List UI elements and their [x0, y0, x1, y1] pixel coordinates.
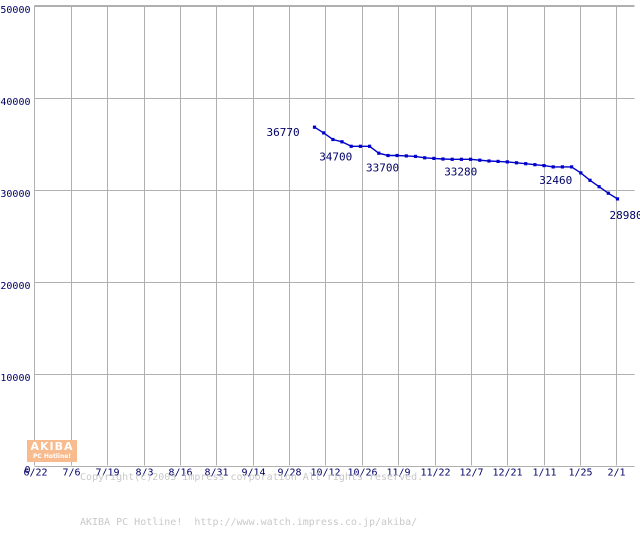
- series-marker: [340, 140, 343, 143]
- series-marker: [414, 155, 417, 158]
- series-marker: [515, 161, 518, 164]
- series-marker: [607, 192, 610, 195]
- series-marker: [386, 154, 389, 157]
- series-marker: [460, 158, 463, 161]
- x-tick-label: 7/6: [62, 468, 80, 479]
- y-tick-label: 50000: [0, 5, 30, 16]
- x-tick-label: 2/1: [607, 468, 625, 479]
- y-tick-label: 20000: [0, 281, 30, 292]
- series-marker: [441, 157, 444, 160]
- series-marker: [616, 197, 619, 200]
- x-tick-label: 10/26: [347, 468, 377, 479]
- series-marker: [552, 165, 555, 168]
- series-marker: [405, 154, 408, 157]
- series-marker: [533, 163, 536, 166]
- data-point-label: 32460: [539, 174, 572, 187]
- series-marker: [579, 171, 582, 174]
- series-marker: [487, 159, 490, 162]
- series-line: [315, 127, 618, 199]
- series-marker: [313, 126, 316, 129]
- x-tick-label: 10/12: [310, 468, 340, 479]
- series-marker: [497, 160, 500, 163]
- series-marker: [322, 131, 325, 134]
- x-tick-label: 8/3: [135, 468, 153, 479]
- series-marker: [331, 138, 334, 141]
- x-tick-label: 6/22: [23, 468, 47, 479]
- copyright-line-2: AKIBA PC Hotline! http://www.watch.impre…: [80, 515, 423, 530]
- series-marker: [423, 156, 426, 159]
- series-marker: [506, 160, 509, 163]
- series-marker: [542, 164, 545, 167]
- x-tick-label: 1/25: [568, 468, 592, 479]
- data-point-label: 33700: [366, 162, 399, 175]
- x-tick-label: 11/22: [420, 468, 450, 479]
- data-point-label: 28980: [610, 209, 640, 222]
- x-tick-label: 1/11: [532, 468, 556, 479]
- x-tick-label: 9/14: [241, 468, 265, 479]
- series-marker: [561, 165, 564, 168]
- series-marker: [350, 145, 353, 148]
- x-tick-label: 8/31: [204, 468, 228, 479]
- series-marker: [570, 165, 573, 168]
- series-marker: [396, 154, 399, 157]
- y-tick-label: 10000: [0, 373, 30, 384]
- x-tick-label: 11/9: [386, 468, 410, 479]
- x-tick-label: 12/7: [459, 468, 483, 479]
- series-marker: [432, 157, 435, 160]
- data-point-label: 34700: [319, 150, 352, 163]
- data-point-label: 36770: [267, 126, 300, 139]
- x-tick-label: 9/28: [277, 468, 301, 479]
- series-marker: [377, 152, 380, 155]
- series-marker: [451, 158, 454, 161]
- data-point-label: 33280: [444, 165, 477, 178]
- series-marker: [359, 145, 362, 148]
- y-tick-label: 40000: [0, 97, 30, 108]
- x-tick-label: 7/19: [95, 468, 119, 479]
- x-tick-label: 12/21: [492, 468, 522, 479]
- series-marker: [368, 145, 371, 148]
- series-marker: [469, 158, 472, 161]
- series-marker: [588, 179, 591, 182]
- series-marker: [524, 162, 527, 165]
- series-marker: [598, 185, 601, 188]
- series-marker: [478, 159, 481, 162]
- y-tick-label: 30000: [0, 189, 30, 200]
- x-tick-label: 8/16: [168, 468, 192, 479]
